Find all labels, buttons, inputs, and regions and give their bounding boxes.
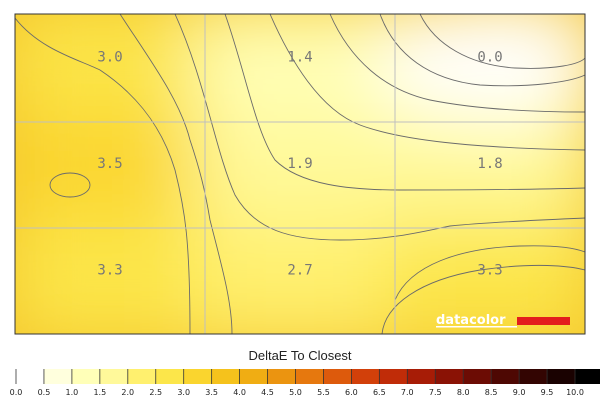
colorbar-tick-label: 0.0	[10, 388, 23, 397]
colorbar-title: DeltaE To Closest	[248, 348, 351, 363]
heatmap-highlight	[395, 14, 585, 122]
heatmap-cell	[385, 217, 585, 334]
colorbar-tick-label: 1.5	[93, 388, 106, 397]
contour-line	[119, 14, 233, 334]
contour-line	[419, 14, 585, 69]
colorbar-tick-label: 10.0	[566, 388, 584, 397]
cell-value-label: 2.7	[287, 263, 312, 279]
colorbar-swatch	[155, 369, 185, 384]
colorbar-swatch	[295, 369, 324, 384]
heatmap-cell	[15, 110, 215, 238]
colorbar-tick-label: 9.0	[513, 388, 526, 397]
heatmap-field	[15, 14, 585, 334]
brand-logo: datacolor	[436, 313, 570, 328]
contour-lines	[15, 14, 585, 334]
colorbar-swatch	[323, 369, 352, 384]
colorbar-swatch	[71, 369, 101, 384]
colorbar-tick-label: 7.5	[429, 388, 442, 397]
colorbar-swatch	[379, 369, 408, 384]
colorbar-tick-label: 9.5	[541, 388, 554, 397]
colorbar-tick-label: 7.0	[401, 388, 414, 397]
colorbar-swatch	[16, 369, 45, 384]
colorbar-swatch	[127, 369, 157, 384]
colorbar-swatch	[99, 369, 129, 384]
colorbar-tick-label: 0.5	[38, 388, 51, 397]
cell-value-labels: 3.0 1.4 0.0 3.5 1.9 1.8 3.3 2.7 3.3	[97, 49, 502, 278]
cell-value-label: 3.3	[97, 263, 122, 279]
colorbar-tick-label: 6.0	[345, 388, 358, 397]
cell-value-label: 3.5	[97, 156, 122, 172]
colorbar-swatch	[435, 369, 464, 384]
cell-value-label: 1.8	[477, 156, 502, 172]
contour-line	[15, 17, 191, 334]
contour-line	[379, 14, 585, 87]
colorbar-tick-label: 8.0	[457, 388, 470, 397]
brand-red-bar	[517, 317, 570, 325]
colorbar-swatch	[491, 369, 520, 384]
cell-value-label: 1.4	[287, 49, 312, 65]
contour-line	[224, 14, 585, 191]
colorbar-swatch	[211, 369, 241, 384]
cell-value-label: 3.0	[97, 49, 122, 65]
colorbar-swatch	[43, 369, 73, 384]
colorbar-swatch	[575, 369, 600, 384]
colorbar-swatch	[407, 369, 436, 384]
cell-value-label: 1.9	[287, 156, 312, 172]
colorbar: 0.0 0.5 1.0 1.5 2.0 2.5 3.0 3.5 4.0 4.5 5.0 5.5 6.0 6…	[10, 369, 600, 397]
colorbar-tick-label: 6.5	[373, 388, 386, 397]
heatmap-cell	[195, 217, 405, 334]
contour-line	[269, 14, 585, 151]
heatmap-cell	[385, 110, 585, 238]
brand-logo-text: datacolor	[436, 313, 506, 328]
colorbar-tick-label: 4.5	[261, 388, 274, 397]
colorbar-tick-label: 5.0	[289, 388, 302, 397]
contour-line	[174, 14, 585, 241]
plot-border	[14, 13, 586, 335]
colorbar-tick-label: 3.0	[177, 388, 190, 397]
cell-value-label: 0.0	[477, 49, 502, 65]
colorbar-tick-label: 4.0	[233, 388, 246, 397]
brand-underline	[436, 326, 517, 328]
colorbar-swatch	[239, 369, 269, 384]
colorbar-swatch	[463, 369, 492, 384]
colorbar-tick-label: 3.5	[205, 388, 218, 397]
colorbar-swatch	[183, 369, 213, 384]
heatmap-cell	[15, 217, 215, 334]
colorbar-tick-label: 5.5	[317, 388, 330, 397]
cell-value-label: 3.3	[477, 263, 502, 279]
contour-line	[329, 14, 585, 113]
colorbar-swatch	[351, 369, 380, 384]
contour-line	[49, 172, 91, 198]
colorbar-tick-label: 1.0	[66, 388, 79, 397]
grid-lines	[15, 14, 585, 334]
contour-line	[394, 245, 585, 301]
colorbar-tick-label: 2.5	[149, 388, 162, 397]
colorbar-tick-label: 2.0	[121, 388, 134, 397]
colorbar-swatch	[547, 369, 576, 384]
contour-line	[381, 264, 585, 334]
colorbar-tick-label: 8.5	[485, 388, 498, 397]
colorbar-swatch	[267, 369, 296, 384]
colorbar-swatch	[519, 369, 548, 384]
heatmap-cell	[195, 110, 405, 238]
